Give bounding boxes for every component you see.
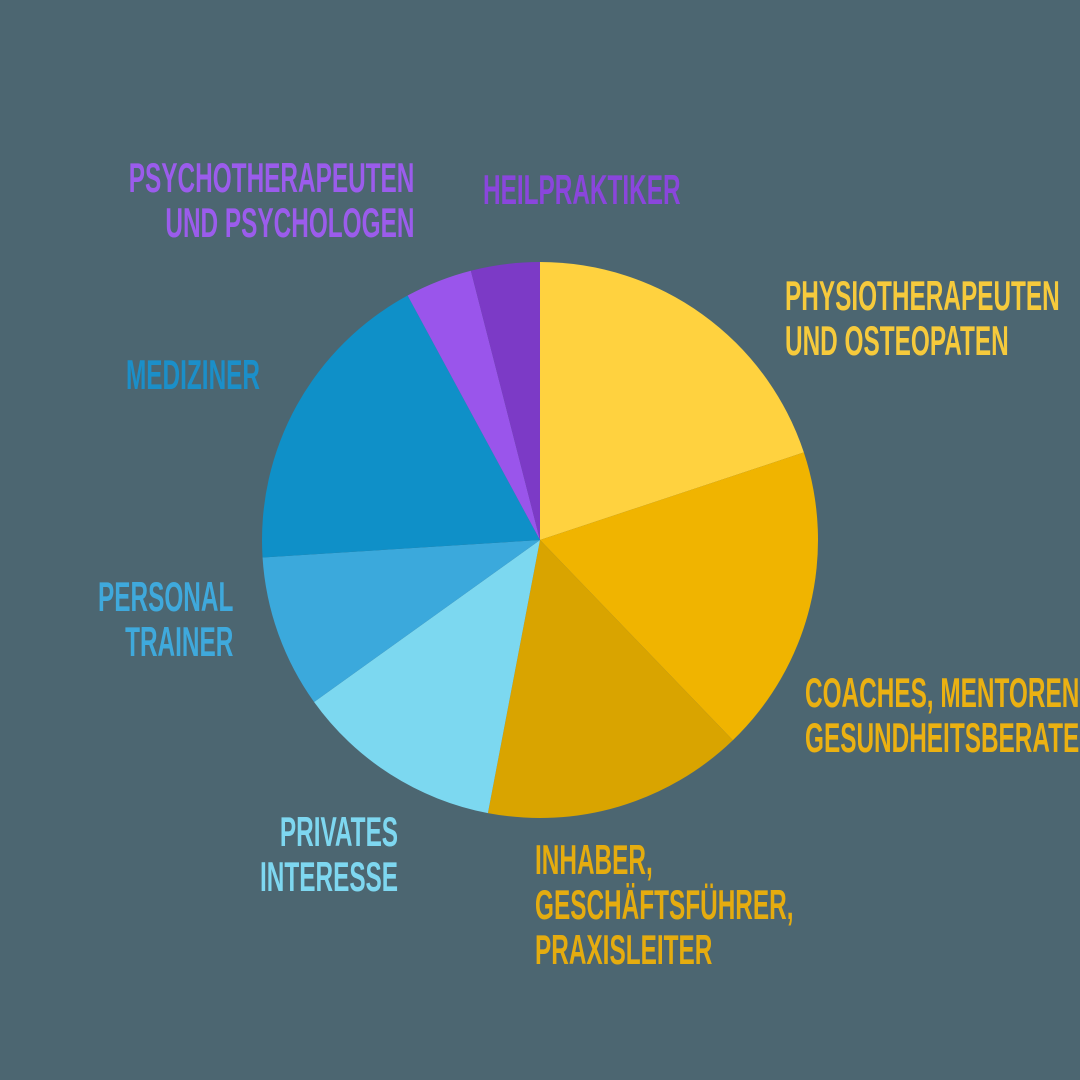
label-personal-trainer: PERSONAL TRAINER (98, 574, 233, 664)
label-mediziner: MEDIZINER (126, 352, 260, 397)
label-line: PHYSIOTHERAPEUTEN (785, 272, 1060, 319)
label-line: UND OSTEOPATEN (785, 317, 1009, 364)
pie-slice-psychotherapeuten (407, 270, 540, 540)
label-line: COACHES, MENTOREN, (805, 669, 1080, 716)
label-physiotherapeuten: PHYSIOTHERAPEUTEN UND OSTEOPATEN (785, 273, 1060, 363)
label-coaches: COACHES, MENTOREN, GESUNDHEITSBERATER (805, 670, 1080, 760)
label-line: PERSONAL (97, 573, 233, 620)
pie-slice-personal-trainer (262, 540, 540, 702)
label-privates-interesse: PRIVATES INTERESSE (260, 809, 398, 899)
pie-slice-coaches (540, 452, 819, 741)
label-line: PSYCHOTHERAPEUTEN (128, 154, 414, 201)
label-line: TRAINER (124, 618, 233, 665)
label-line: GESCHÄFTSFÜHRER, (535, 881, 794, 928)
label-line: INHABER, (535, 836, 653, 883)
label-heilpraktiker: HEILPRAKTIKER (483, 167, 681, 212)
label-line: MEDIZINER (126, 351, 260, 398)
label-line: HEILPRAKTIKER (483, 166, 681, 213)
pie-slice-inhaber (487, 540, 733, 819)
label-line: UND PSYCHOLOGEN (164, 199, 414, 246)
pie-slice-heilpraktiker (470, 261, 540, 540)
label-line: INTERESSE (259, 853, 398, 900)
pie-slice-privates-interesse (314, 540, 540, 814)
label-line: PRIVATES (279, 808, 398, 855)
label-line: PRAXISLEITER (535, 926, 713, 973)
label-inhaber: INHABER, GESCHÄFTSFÜHRER, PRAXISLEITER (535, 837, 793, 972)
pie-slice-physiotherapeuten (540, 262, 804, 540)
label-line: GESUNDHEITSBERATER (805, 714, 1080, 761)
label-psychotherapeuten: PSYCHOTHERAPEUTEN UND PSYCHOLOGEN (128, 155, 414, 245)
pie-slice-mediziner (262, 295, 540, 558)
